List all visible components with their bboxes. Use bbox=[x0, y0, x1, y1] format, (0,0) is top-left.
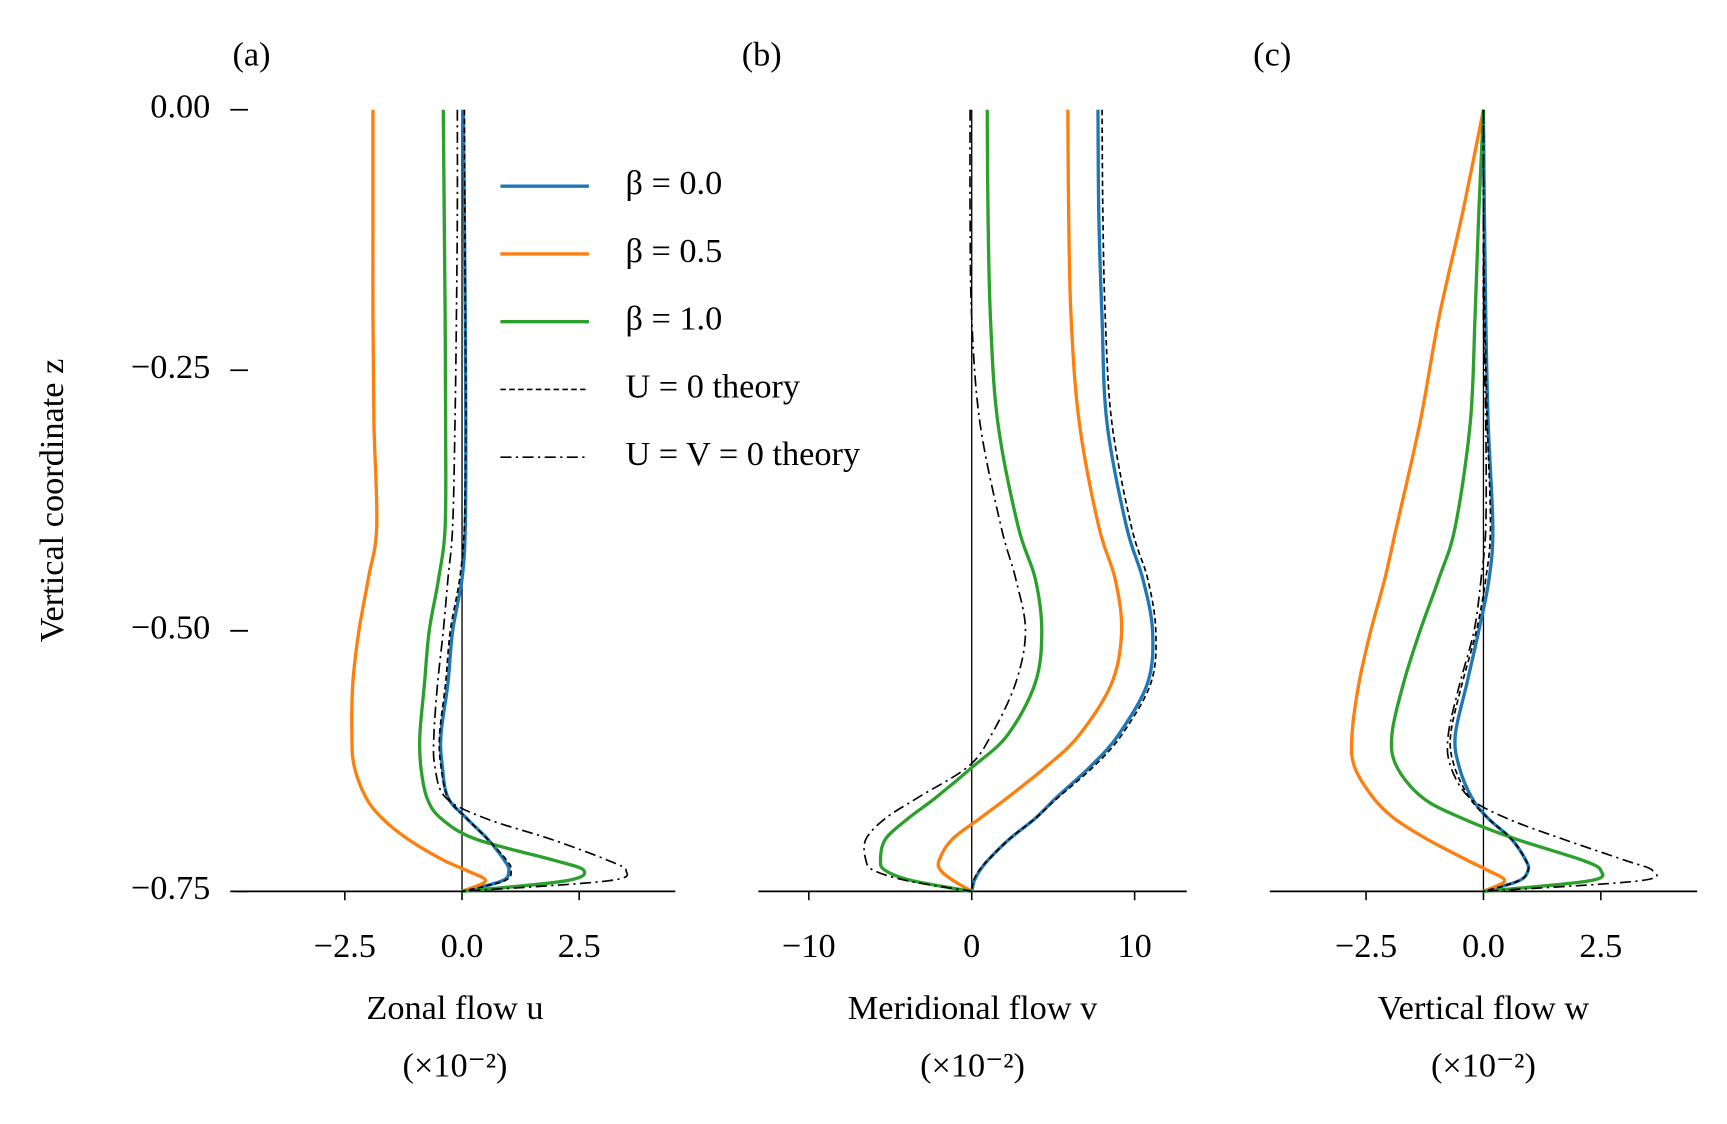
profile-line bbox=[438, 109, 511, 893]
profile-line bbox=[970, 109, 1155, 892]
x-tick-label: 2.5 bbox=[1579, 927, 1622, 965]
x-tick-label: 0.0 bbox=[1462, 927, 1505, 965]
x-tick-label: −2.5 bbox=[314, 927, 376, 965]
y-tick-label: 0.00 bbox=[150, 88, 210, 126]
y-axis-label: Vertical coordinate z bbox=[33, 359, 71, 643]
panel: (c) −2.5 0.0 2.5 Vertical flow w (×10⁻²) bbox=[1253, 36, 1698, 1084]
legend-label: U = 0 theory bbox=[625, 367, 800, 405]
x-tick-label: 0 bbox=[963, 927, 980, 965]
x-axis-unit: (×10⁻²) bbox=[1431, 1046, 1536, 1084]
profile-line bbox=[1446, 109, 1658, 893]
x-axis-label: Zonal flow u bbox=[366, 989, 543, 1027]
x-tick-label: 0.0 bbox=[441, 927, 484, 965]
x-axis-unit: (×10⁻²) bbox=[403, 1046, 508, 1084]
panel-label: (c) bbox=[1253, 36, 1291, 74]
profile-line bbox=[1349, 109, 1507, 893]
legend-label: β = 0.0 bbox=[625, 164, 722, 202]
x-tick-label: 10 bbox=[1117, 927, 1151, 965]
profile-line bbox=[878, 109, 1044, 893]
panel: (b) −10 0 10 Meridional flow v (×10⁻²) bbox=[742, 36, 1187, 1084]
legend: β = 0.0 β = 0.5 β = 1.0 U = 0 theory U = V =… bbox=[500, 164, 861, 473]
profile-line bbox=[1389, 109, 1605, 894]
x-tick-label: −10 bbox=[782, 927, 836, 965]
panel: (a) −2.5 0.0 2.5 0.00 −0.25 −0.50 −0.75 Zonal fl… bbox=[33, 36, 861, 1085]
profile-line bbox=[936, 109, 1124, 893]
y-tick-label: −0.75 bbox=[131, 869, 210, 907]
x-axis-label: Meridional flow v bbox=[848, 989, 1098, 1027]
profile-line bbox=[970, 109, 1157, 892]
x-tick-label: 2.5 bbox=[558, 927, 601, 965]
legend-label: β = 0.5 bbox=[625, 232, 722, 270]
profile-line bbox=[863, 109, 1027, 893]
y-tick-label: −0.25 bbox=[131, 348, 210, 386]
profile-line bbox=[350, 109, 488, 893]
panel-label: (b) bbox=[742, 36, 782, 74]
panel-label: (a) bbox=[232, 36, 270, 74]
profile-line bbox=[417, 109, 587, 893]
profile-line bbox=[432, 109, 629, 893]
x-tick-label: −2.5 bbox=[1335, 927, 1397, 965]
profile-line bbox=[438, 109, 513, 893]
legend-label: β = 1.0 bbox=[625, 300, 722, 338]
x-axis-unit: (×10⁻²) bbox=[920, 1046, 1025, 1084]
y-tick-label: −0.50 bbox=[131, 609, 210, 647]
legend-label: U = V = 0 theory bbox=[625, 435, 860, 473]
x-axis-label: Vertical flow w bbox=[1378, 989, 1590, 1027]
profile-line bbox=[1453, 109, 1531, 893]
profile-line bbox=[1449, 109, 1530, 893]
